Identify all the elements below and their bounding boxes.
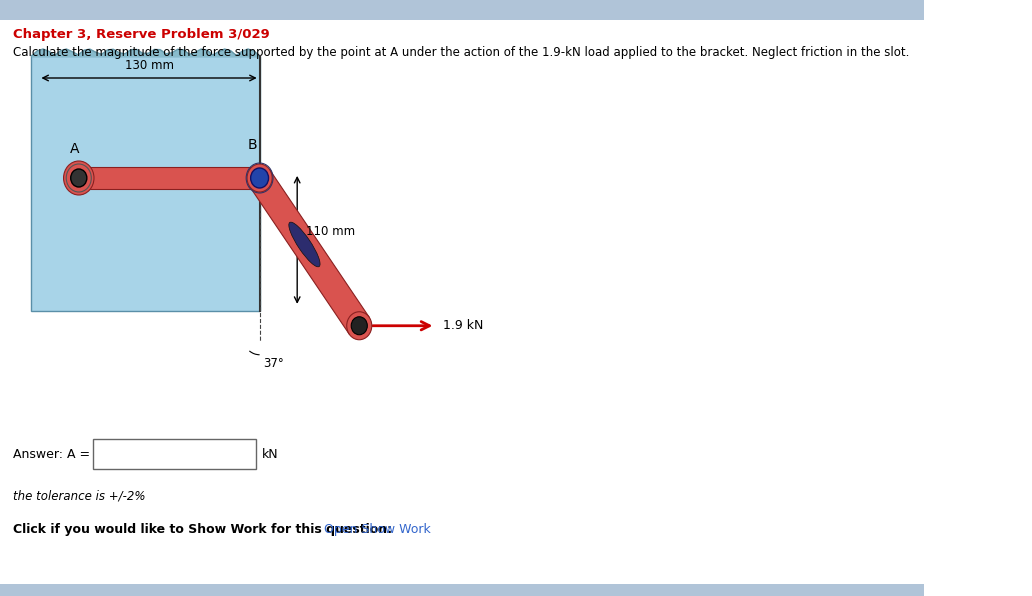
Text: Calculate the magnitude of the force supported by the point at A under the actio: Calculate the magnitude of the force sup… <box>13 46 910 59</box>
Text: B: B <box>248 138 257 152</box>
Text: Answer: A =: Answer: A = <box>13 448 91 461</box>
Bar <box>31 56 260 311</box>
Text: 130 mm: 130 mm <box>125 59 173 72</box>
Circle shape <box>347 312 372 340</box>
Text: Chapter 3, Reserve Problem 3/029: Chapter 3, Reserve Problem 3/029 <box>13 28 270 41</box>
Circle shape <box>71 169 87 187</box>
Polygon shape <box>74 167 264 189</box>
Text: 1.9 kN: 1.9 kN <box>443 319 483 332</box>
Ellipse shape <box>289 222 320 267</box>
FancyBboxPatch shape <box>0 584 924 596</box>
Text: kN: kN <box>262 448 279 461</box>
Text: the tolerance is +/-2%: the tolerance is +/-2% <box>13 489 146 502</box>
Text: 110 mm: 110 mm <box>307 225 355 238</box>
Circle shape <box>64 161 94 195</box>
Text: 37°: 37° <box>263 357 284 370</box>
FancyBboxPatch shape <box>93 439 256 469</box>
Circle shape <box>251 168 268 188</box>
Polygon shape <box>250 170 369 334</box>
Text: A: A <box>69 142 79 156</box>
FancyBboxPatch shape <box>0 0 924 20</box>
Text: Open Show Work: Open Show Work <box>324 523 430 535</box>
Text: Click if you would like to Show Work for this question:: Click if you would like to Show Work for… <box>13 523 392 535</box>
Circle shape <box>247 164 272 192</box>
Circle shape <box>351 316 367 335</box>
